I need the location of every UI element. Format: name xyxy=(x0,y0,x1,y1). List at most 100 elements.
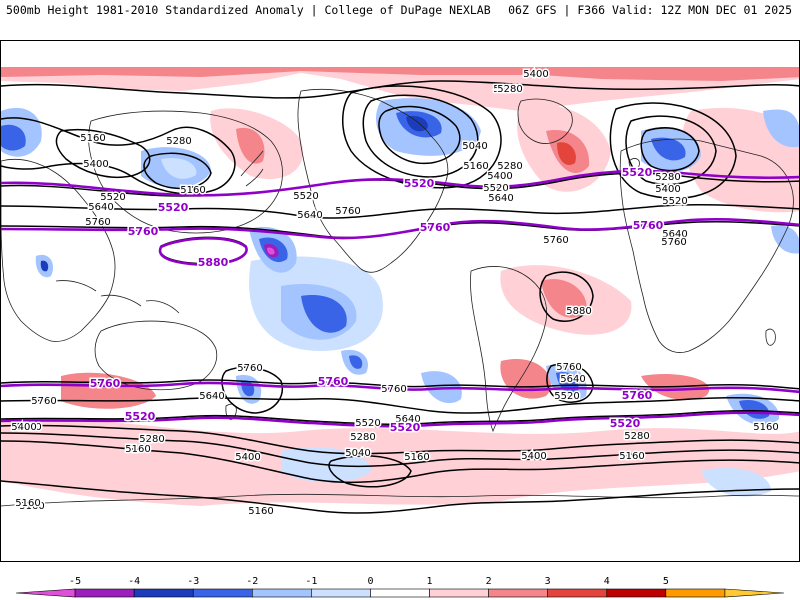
contour-label-5160: 5160 xyxy=(180,185,205,196)
contour-label-5760: 5760 xyxy=(85,217,110,228)
contour-label-5160: 5160 xyxy=(19,501,44,512)
colorbar-swatch xyxy=(192,588,253,598)
anomaly-negative-europe-south xyxy=(771,225,799,254)
key-height-contours xyxy=(1,169,799,428)
coastlines xyxy=(1,88,799,507)
contour-5640-south xyxy=(1,396,799,414)
contour-5160-europe xyxy=(640,127,700,172)
purple-5760-south xyxy=(1,381,799,394)
contour-label-5160: 5160 xyxy=(15,498,40,509)
anomaly-positive-south-atlantic xyxy=(500,359,551,399)
key-contour-label-5760: 5760 xyxy=(633,219,664,232)
coast-japan xyxy=(240,150,264,187)
contour-5160-pacific xyxy=(55,128,151,179)
purple-contour-labels: 5520 5760 5880 5520 5760 5520 5760 5760 5760 5760… xyxy=(88,165,665,436)
colorbar-tick-label: -5 xyxy=(69,576,81,587)
anomaly-negative-hawaii-extreme xyxy=(267,247,275,255)
key-contour-label-5760: 5760 xyxy=(420,221,451,234)
anomaly-negative-pacific-strong xyxy=(301,295,347,333)
contour-label-5640: 5640 xyxy=(488,193,513,204)
map-panel: 5400 5160 5280 5280 5520 5640 5760 5160 5400 5520… xyxy=(0,40,800,562)
colorbar-tick-label: 0 xyxy=(367,576,373,587)
contour-label-5400: 5400 xyxy=(521,451,546,462)
contour-label-5160: 5160 xyxy=(125,444,150,455)
colorbar-swatch xyxy=(252,588,312,598)
coast-east-asia xyxy=(88,110,283,234)
colorbar-tick-label: -3 xyxy=(187,576,199,587)
contour-5400-south xyxy=(1,424,799,455)
anomaly-shading xyxy=(1,67,799,506)
purple-5880-north xyxy=(158,237,248,266)
contour-5280-canada xyxy=(342,85,502,189)
contour-label-5640: 5640 xyxy=(199,391,224,402)
contour-5640-satlantic-loop xyxy=(546,363,594,403)
key-contour-label-5760: 5760 xyxy=(622,389,653,402)
anomaly-negative-scandinavia-core xyxy=(651,137,686,161)
contour-label-5760: 5760 xyxy=(661,237,686,248)
colorbar-tick-label: -4 xyxy=(128,576,140,587)
colorbar-ticks: -5 -4 -3 -2 -1 0 1 2 3 4 5 xyxy=(69,576,669,587)
contour-label-5160: 5160 xyxy=(404,452,429,463)
contour-label-5520: 5520 xyxy=(293,191,318,202)
contour-label-5400: 5400 xyxy=(235,452,260,463)
contour-label-5880: 5880 xyxy=(566,306,591,317)
colorbar-swatch xyxy=(429,588,489,598)
anomaly-positive-asia-core xyxy=(236,127,265,164)
anomaly-negative-chile-core xyxy=(349,355,363,369)
colorbar-swatch xyxy=(547,588,608,598)
purple-5520-south xyxy=(1,411,799,428)
coast-antarctica xyxy=(1,493,799,507)
key-contour-label-5520: 5520 xyxy=(390,421,421,434)
anomaly-positive-north-strong xyxy=(1,67,799,81)
purple-5760-north xyxy=(1,218,799,240)
colorbar-tick-label: -1 xyxy=(305,576,317,587)
height-contours xyxy=(1,80,799,514)
colorbar-swatch xyxy=(311,588,371,598)
contour-label-5640: 5640 xyxy=(88,202,113,213)
purple-5520-north xyxy=(1,169,799,197)
contour-5640-north xyxy=(1,204,799,219)
colorbar-swatch xyxy=(15,588,76,598)
contour-5760-south xyxy=(1,379,799,390)
contour-5160-siberia xyxy=(143,152,212,190)
contour-label-5760: 5760 xyxy=(543,235,568,246)
colorbar-tick-label: 3 xyxy=(545,576,551,587)
colorbar-swatch xyxy=(665,588,726,598)
contour-label-5520: 5520 xyxy=(554,391,579,402)
contour-5280-europe xyxy=(625,115,717,186)
contour-label-5400: 5400 xyxy=(655,184,680,195)
contour-5880-africa xyxy=(539,271,594,322)
contour-label-5520: 5520 xyxy=(16,422,41,433)
colorbar-swatch xyxy=(724,588,785,598)
key-contour-label-5760: 5760 xyxy=(90,377,121,390)
contour-label-5760: 5760 xyxy=(381,384,406,395)
anomaly-negative-india-core xyxy=(40,260,49,272)
anomaly-positive-central-asia xyxy=(682,107,799,213)
chart-title: 500mb Height 1981-2010 Standardized Anom… xyxy=(6,3,491,17)
contour-5520-south xyxy=(1,409,799,426)
anomaly-negative-alaska-core xyxy=(1,124,26,151)
key-contour-label-5520: 5520 xyxy=(125,410,156,423)
model-run-info: 06Z GFS | F366 Valid: 12Z MON DEC 01 202… xyxy=(508,3,792,17)
contour-5160-antarctic xyxy=(1,480,799,514)
anomaly-negative-siberia-core xyxy=(161,157,197,179)
contour-label-5280: 5280 xyxy=(493,84,518,95)
key-contour-label-5520: 5520 xyxy=(158,201,189,214)
colorbar-swatches xyxy=(15,588,785,598)
contour-5400-europe xyxy=(609,102,737,200)
coast-indonesia xyxy=(55,280,180,314)
anomaly-negative-canada-peak xyxy=(406,115,428,132)
colorbar-swatch xyxy=(606,588,667,598)
key-contour-label-5520: 5520 xyxy=(404,177,435,190)
contour-label-5400: 5400 xyxy=(11,422,36,433)
contour-label-5040: 5040 xyxy=(462,141,487,152)
colorbar-swatch xyxy=(133,588,194,598)
contour-label-5160: 5160 xyxy=(753,422,778,433)
coast-europe-africa xyxy=(619,138,794,353)
contour-label-5760: 5760 xyxy=(237,363,262,374)
contour-label-5280: 5280 xyxy=(624,431,649,442)
contour-label-5280: 5280 xyxy=(139,434,164,445)
contour-label-5400: 5400 xyxy=(487,171,512,182)
anomaly-negative-south-pacific-mid xyxy=(421,371,462,404)
